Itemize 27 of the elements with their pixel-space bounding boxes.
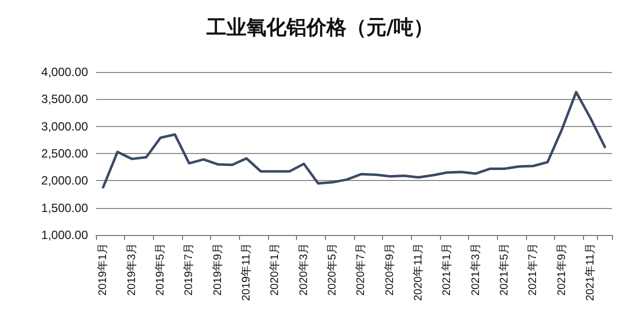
chart-title: 工业氧化铝价格（元/吨） [205,15,434,39]
y-tick-label: 1,500.00 [41,200,88,215]
y-tick-label: 1,000.00 [41,228,88,242]
y-tick-label: 4,000.00 [41,65,88,79]
x-tick-label: 2021年5月 [498,243,510,296]
x-tick-label: 2020年5月 [326,243,338,296]
x-tick-label: 2019年11月 [240,243,252,301]
x-tick-label: 2019年1月 [97,243,110,296]
y-tick-label: 3,500.00 [41,92,88,106]
x-tick-label: 2019年5月 [154,243,166,296]
y-tick-label: 2,500.00 [41,146,88,160]
x-tick-label: 2020年11月 [412,243,424,301]
x-tick-label: 2020年1月 [269,243,282,296]
x-tick-label: 2020年3月 [298,243,310,296]
x-tick-label: 2021年11月 [584,243,596,301]
x-tick-label: 2021年1月 [441,243,454,296]
line-series [102,90,606,188]
y-tick-label: 3,000.00 [41,119,88,134]
x-tick-label: 2019年9月 [212,243,224,296]
x-tick-label: 2019年7月 [183,243,196,296]
x-tick-label: 2020年7月 [355,243,368,296]
x-tick-label: 2020年9月 [384,243,396,296]
x-tick-label: 2021年9月 [556,243,568,296]
x-tick-label: 2021年7月 [527,243,540,296]
x-tick-label: 2019年3月 [126,243,138,296]
y-tick-label: 2,000.00 [41,174,88,188]
x-tick-label: 2021年3月 [470,243,482,296]
